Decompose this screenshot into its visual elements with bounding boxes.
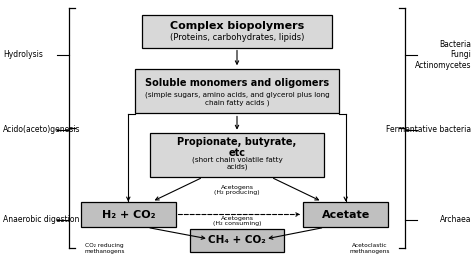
Text: Acido(aceto)genesis: Acido(aceto)genesis <box>3 125 81 134</box>
Text: Archaea: Archaea <box>439 215 471 224</box>
Text: Acetogens
(H₂ consuming): Acetogens (H₂ consuming) <box>213 215 261 226</box>
Text: Propionate, butyrate,
etc: Propionate, butyrate, etc <box>177 136 297 158</box>
FancyBboxPatch shape <box>190 229 284 252</box>
Text: Bacteria
Fungi
Actinomycetes: Bacteria Fungi Actinomycetes <box>414 40 471 70</box>
Text: Acetogens
(H₂ producing): Acetogens (H₂ producing) <box>214 185 260 196</box>
FancyBboxPatch shape <box>143 15 331 48</box>
Text: Acetoclastic
methanogens: Acetoclastic methanogens <box>349 243 390 254</box>
FancyBboxPatch shape <box>81 202 175 227</box>
Text: Acetate: Acetate <box>321 210 370 220</box>
Text: Soluble monomers and oligomers: Soluble monomers and oligomers <box>145 78 329 88</box>
Text: (short chain volatile fatty
acids): (short chain volatile fatty acids) <box>191 156 283 170</box>
FancyBboxPatch shape <box>303 202 388 227</box>
FancyBboxPatch shape <box>150 133 324 177</box>
Text: Hydrolysis: Hydrolysis <box>3 50 43 59</box>
Text: (simple sugars, amino acids, and glycerol plus long
chain fatty acids ): (simple sugars, amino acids, and glycero… <box>145 92 329 106</box>
Text: CH₄ + CO₂: CH₄ + CO₂ <box>208 235 266 245</box>
Text: Anaerobic digestion: Anaerobic digestion <box>3 215 80 224</box>
Text: CO₂ reducing
methanogens: CO₂ reducing methanogens <box>84 243 125 254</box>
Text: (Proteins, carbohydrates, lipids): (Proteins, carbohydrates, lipids) <box>170 33 304 42</box>
FancyBboxPatch shape <box>136 69 338 113</box>
Text: Complex biopolymers: Complex biopolymers <box>170 20 304 31</box>
Text: H₂ + CO₂: H₂ + CO₂ <box>101 210 155 220</box>
Text: Fermentative bacteria: Fermentative bacteria <box>386 125 471 134</box>
